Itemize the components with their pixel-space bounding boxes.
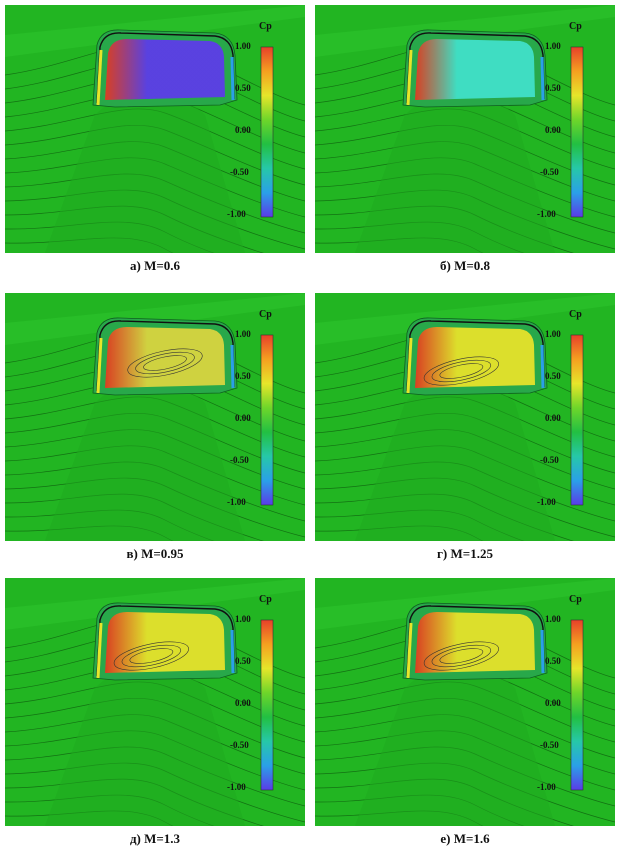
cp-contour-image xyxy=(5,578,305,826)
colorbar-tick-label: -1.00 xyxy=(537,782,556,792)
colorbar-tick-label: 0.00 xyxy=(235,125,251,135)
colorbar-tick-label: 1.00 xyxy=(235,329,251,339)
colorbar-title: Cp xyxy=(259,21,272,32)
colorbar-tick-label: 0.00 xyxy=(235,698,251,708)
colorbar-tick-label: -0.50 xyxy=(230,740,249,750)
colorbar-tick-label: 0.50 xyxy=(545,371,561,381)
colorbar-tick-label: 1.00 xyxy=(235,614,251,624)
colorbar-title: Cp xyxy=(569,594,582,605)
colorbar-tick-label: 0.50 xyxy=(545,83,561,93)
cp-contour-image xyxy=(5,5,305,253)
colorbar-tick-label: 1.00 xyxy=(545,614,561,624)
colorbar-tick-label: 1.00 xyxy=(235,41,251,51)
cp-contour-image xyxy=(5,293,305,541)
flow-panel-1: Cp 1.00 0.50 0.00 -0.50 -1.00 а) M=0.6 xyxy=(5,5,305,283)
colorbar-tick-label: 0.50 xyxy=(235,83,251,93)
colorbar-tick-label: 0.00 xyxy=(545,413,561,423)
colorbar-tick-label: 0.50 xyxy=(545,656,561,666)
colorbar-tick-label: -0.50 xyxy=(230,167,249,177)
flow-panel-6: Cp 1.00 0.50 0.00 -0.50 -1.00 е) M=1.6 xyxy=(315,578,615,856)
colorbar-tick-label: 0.00 xyxy=(545,698,561,708)
colorbar-tick-label: -1.00 xyxy=(227,782,246,792)
colorbar-tick-label: 0.50 xyxy=(235,371,251,381)
panel-caption: б) M=0.8 xyxy=(439,258,490,273)
colorbar-tick-label: -1.00 xyxy=(227,209,246,219)
colorbar-title: Cp xyxy=(569,21,582,32)
colorbar-tick-label: -1.00 xyxy=(227,497,246,507)
panel-caption: д) M=1.3 xyxy=(129,831,181,846)
colorbar-title: Cp xyxy=(569,309,582,320)
colorbar-tick-label: 1.00 xyxy=(545,329,561,339)
colorbar-tick-label: -0.50 xyxy=(540,167,559,177)
colorbar-title: Cp xyxy=(259,309,272,320)
colorbar-tick-label: 0.00 xyxy=(545,125,561,135)
panel-caption: г) M=1.25 xyxy=(437,546,493,561)
colorbar-tick-label: 0.00 xyxy=(235,413,251,423)
panel-caption: а) M=0.6 xyxy=(129,258,180,273)
colorbar-tick-label: -0.50 xyxy=(540,740,559,750)
colorbar-tick-label: -0.50 xyxy=(540,455,559,465)
colorbar-tick-label: -0.50 xyxy=(230,455,249,465)
flow-panel-2: Cp 1.00 0.50 0.00 -0.50 -1.00 б) M=0.8 xyxy=(315,5,615,283)
cp-contour-image xyxy=(315,578,615,826)
cp-contour-image xyxy=(315,5,615,253)
colorbar-title: Cp xyxy=(259,594,272,605)
panel-caption: в) M=0.95 xyxy=(126,546,184,561)
flow-panel-5: Cp 1.00 0.50 0.00 -0.50 -1.00 д) M=1.3 xyxy=(5,578,305,856)
colorbar-tick-label: 1.00 xyxy=(545,41,561,51)
flow-panel-3: Cp 1.00 0.50 0.00 -0.50 -1.00 в) M=0.95 xyxy=(5,293,305,571)
colorbar-tick-label: -1.00 xyxy=(537,497,556,507)
panel-caption: е) M=1.6 xyxy=(440,831,490,846)
colorbar-tick-label: 0.50 xyxy=(235,656,251,666)
flow-panel-4: Cp 1.00 0.50 0.00 -0.50 -1.00 г) M=1.25 xyxy=(315,293,615,571)
colorbar-tick-label: -1.00 xyxy=(537,209,556,219)
cp-contour-image xyxy=(315,293,615,541)
